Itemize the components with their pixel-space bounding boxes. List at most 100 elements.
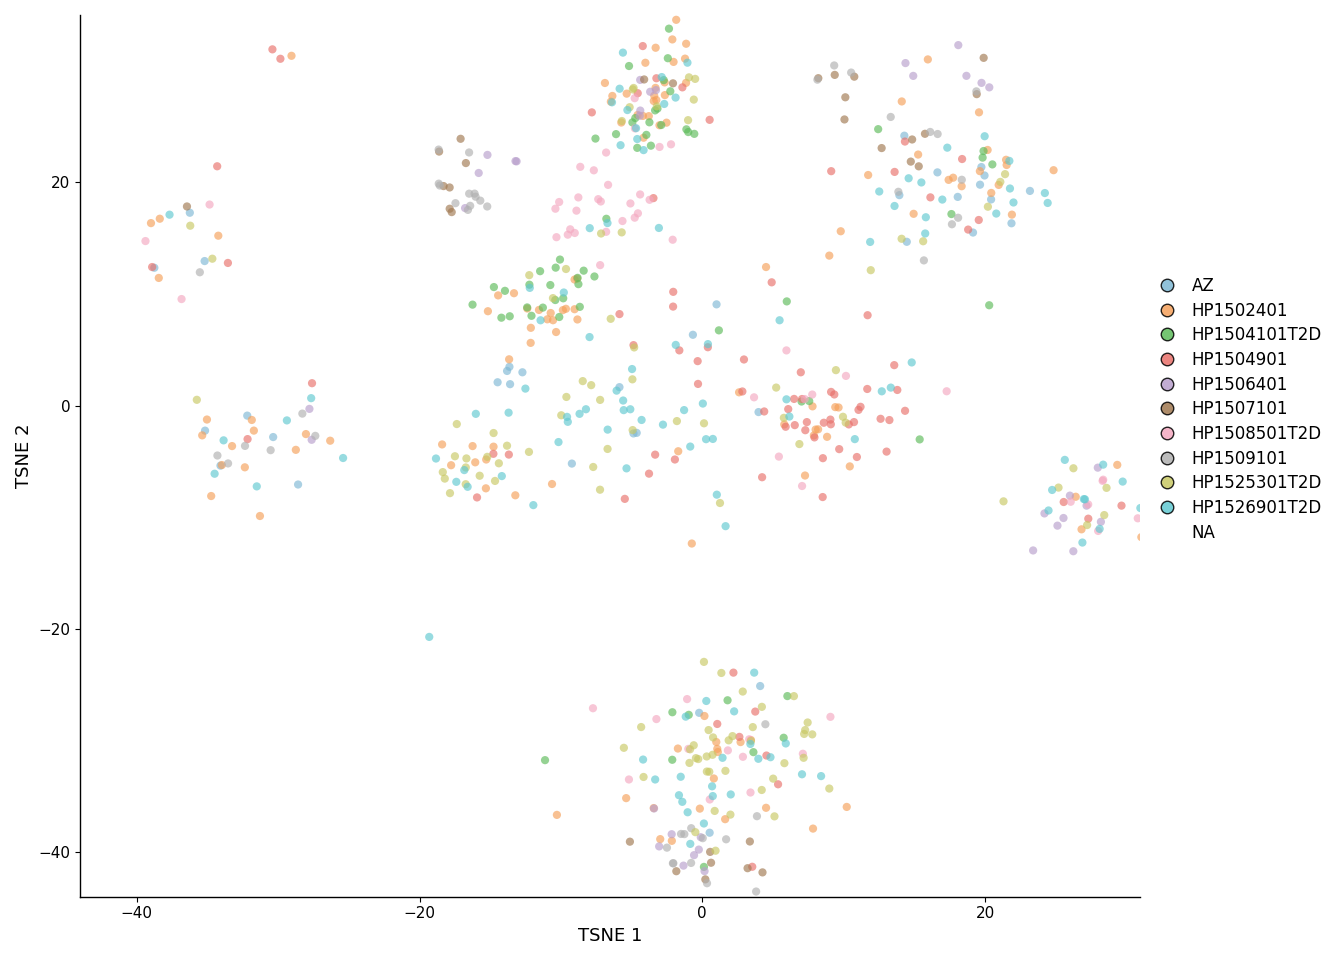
Point [640,84,661,100]
Point [646,101,668,116]
Point [629,103,650,118]
Point [704,804,726,819]
Point [491,468,512,484]
Point [673,402,695,418]
Point [689,801,711,816]
Point [739,834,761,850]
Point [999,180,1020,196]
Point [774,417,796,432]
Point [180,218,202,233]
Point [952,172,973,187]
Point [503,285,524,300]
Point [793,750,814,765]
Point [618,100,640,115]
Point [835,415,856,430]
Point [566,203,587,218]
Point [655,75,676,90]
Point [207,158,228,174]
Point [144,260,165,276]
Point [715,811,737,827]
Point [629,187,650,203]
Point [620,401,641,417]
Point [759,750,781,765]
Point [706,297,727,312]
Point [677,741,699,756]
Point [797,715,818,731]
Point [836,800,857,815]
Point [628,205,649,221]
Point [694,416,715,431]
Point [195,423,216,439]
Point [731,384,753,399]
X-axis label: TSNE 1: TSNE 1 [578,927,642,945]
Point [629,108,650,124]
Point [609,379,630,395]
Point [640,138,661,154]
Point [281,48,302,63]
Point [1106,457,1128,472]
Point [638,192,660,207]
Point [972,150,993,165]
Point [583,162,605,178]
Point [520,320,542,335]
Point [828,442,849,457]
Point [276,413,297,428]
Point [622,425,644,441]
Point [715,763,737,779]
Point [695,431,716,446]
Point [835,89,856,105]
Point [828,399,849,415]
Point [751,865,773,880]
Point [688,842,710,857]
Point [477,147,499,162]
Point [859,234,880,250]
Point [980,192,1001,207]
Point [1059,488,1081,503]
Point [1001,216,1023,231]
Point [703,771,724,786]
Point [599,311,621,326]
Point [792,746,813,761]
Point [739,785,761,801]
Point [477,199,499,214]
Point [429,144,450,159]
Point [668,343,689,358]
Point [1071,535,1093,550]
Point [569,300,590,315]
Point [646,99,668,114]
Point [661,833,683,849]
Point [867,122,888,137]
Point [754,716,775,732]
Point [665,12,687,28]
Point [624,121,645,136]
Point [685,751,707,766]
Point [630,719,652,734]
Point [519,268,540,283]
Point [458,145,480,160]
Point [696,764,718,780]
Point [1087,460,1109,475]
Point [612,213,633,228]
Point [715,518,737,534]
Point [1074,492,1095,507]
Point [708,323,730,338]
Point [556,227,578,242]
Point [775,735,797,751]
Point [595,211,617,227]
Point [1060,494,1082,510]
Point [1130,529,1152,544]
Point [140,215,161,230]
Point [466,490,488,505]
Point [880,380,902,396]
Point [902,68,923,84]
Point [702,788,723,804]
Point [746,808,767,824]
Point [418,629,439,644]
Point [824,67,845,83]
Legend: AZ, HP1502401, HP1504101T2D, HP1504901, HP1506401, HP1507101, HP1508501T2D, HP15: AZ, HP1502401, HP1504101T2D, HP1504901, … [1144,270,1329,548]
Point [977,142,999,157]
Point [720,787,742,803]
Point [559,222,581,237]
Point [663,284,684,300]
Point [769,313,790,328]
